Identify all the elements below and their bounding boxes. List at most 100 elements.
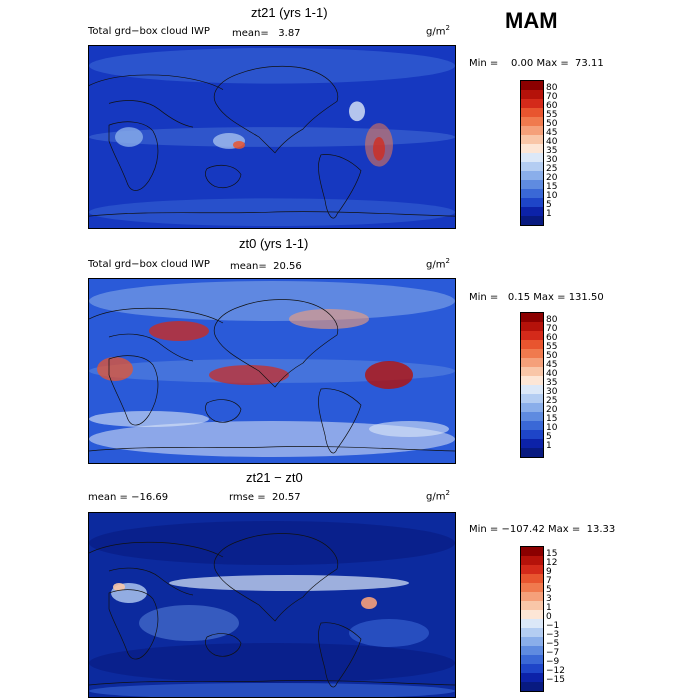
coastline [89, 211, 455, 217]
colorbar-tick-label: 1 [546, 441, 552, 451]
field-blob [349, 619, 429, 647]
colorbar-cell [521, 207, 543, 216]
coastline [89, 680, 455, 686]
colorbar-tick-label: 0 [546, 612, 552, 622]
colorbar-tick-label: 10 [546, 191, 558, 201]
colorbar-cell [521, 135, 543, 144]
colorbar-cell [521, 331, 543, 340]
colorbar-tick-label: 50 [546, 351, 558, 361]
colorbar-tick-label: 1 [546, 209, 552, 219]
coastline [205, 633, 242, 657]
colorbar-tick-label: −1 [546, 621, 560, 631]
coastline [318, 388, 362, 454]
colorbar-cell [521, 216, 543, 225]
field-blob [89, 683, 455, 697]
field-blob [365, 361, 413, 389]
colorbar-cell [521, 673, 543, 682]
colorbar-cell [521, 162, 543, 171]
panel-1-minmax: Min = 0.00 Max = 73.11 [469, 58, 604, 69]
colorbar-tick-label: −7 [546, 648, 560, 658]
map-field [89, 513, 455, 697]
colorbar-tick-label: 5 [546, 200, 552, 210]
colorbar-cell [521, 592, 543, 601]
colorbar-tick-label: −12 [546, 666, 565, 676]
colorbar-tick-label: 50 [546, 119, 558, 129]
panel-1-title: zt21 (yrs 1-1) [251, 5, 328, 20]
colorbar-tick-label: 40 [546, 137, 558, 147]
colorbar-cell [521, 99, 543, 108]
colorbar-tick-label: 55 [546, 110, 558, 120]
colorbar-cell [521, 583, 543, 592]
colorbar-tick-label: 30 [546, 155, 558, 165]
colorbar-cell [521, 180, 543, 189]
colorbar-cell [521, 565, 543, 574]
colorbar-cell [521, 619, 543, 628]
field-blob [373, 137, 385, 161]
colorbar-cell [521, 574, 543, 583]
coastline [108, 355, 159, 426]
colorbar-cell [521, 664, 543, 673]
coastline [89, 74, 224, 128]
colorbar-cell [521, 556, 543, 565]
colorbar-tick-label: 25 [546, 164, 558, 174]
panel-3-title: zt21 − zt0 [246, 470, 303, 485]
coastline [205, 399, 242, 423]
coastline [318, 154, 362, 219]
colorbar-tick-label: 7 [546, 576, 552, 586]
field-blob [113, 583, 125, 591]
field-blob [89, 643, 455, 683]
field-blob [139, 605, 239, 641]
panel-3-colorbar [520, 546, 544, 692]
panel-2-colorbar [520, 312, 544, 458]
colorbar-tick-label: 70 [546, 92, 558, 102]
colorbar-tick-label: 9 [546, 567, 552, 577]
colorbar-cell [521, 322, 543, 331]
panel-2-map [88, 278, 456, 464]
field-blob [169, 575, 409, 591]
panel-3-minmax: Min = −107.42 Max = 13.33 [469, 524, 616, 535]
colorbar-cell [521, 153, 543, 162]
colorbar-cell [521, 448, 543, 457]
colorbar-cell [521, 430, 543, 439]
season-label: MAM [505, 8, 558, 33]
colorbar-cell [521, 601, 543, 610]
colorbar-tick-label: 55 [546, 342, 558, 352]
colorbar-tick-label: 60 [546, 101, 558, 111]
field-blob [89, 127, 455, 147]
field-blob [209, 365, 289, 385]
colorbar-cell [521, 189, 543, 198]
panel-2-mean: mean= 20.56 [230, 261, 302, 272]
colorbar-cell [521, 81, 543, 90]
panel-2-variable-label: Total grd−box cloud IWP [88, 259, 210, 270]
colorbar-cell [521, 376, 543, 385]
colorbar-cell [521, 682, 543, 691]
panel-3-mean: mean = −16.69 [88, 492, 169, 503]
colorbar-tick-label: 20 [546, 173, 558, 183]
coastline [213, 65, 339, 154]
colorbar-cell [521, 610, 543, 619]
colorbar-cell [521, 439, 543, 448]
field-blob [369, 421, 449, 437]
panel-2-title: zt0 (yrs 1-1) [239, 236, 309, 251]
colorbar-cell [521, 403, 543, 412]
colorbar-cell [521, 171, 543, 180]
colorbar-cell [521, 412, 543, 421]
colorbar-cell [521, 547, 543, 556]
colorbar-cell [521, 385, 543, 394]
panel-1-units: g/m2 [426, 24, 450, 38]
panel-2-units: g/m2 [426, 257, 450, 271]
colorbar-tick-label: 15 [546, 549, 558, 559]
colorbar-cell [521, 394, 543, 403]
field-blob [361, 597, 377, 609]
colorbar-tick-label: 5 [546, 585, 552, 595]
colorbar-cell [521, 367, 543, 376]
colorbar-tick-label: 80 [546, 83, 558, 93]
colorbar-cell [521, 646, 543, 655]
field-blob [97, 357, 133, 381]
panel-2-minmax: Min = 0.15 Max = 131.50 [469, 292, 604, 303]
colorbar-cell [521, 144, 543, 153]
panel-1-mean: mean= 3.87 [232, 28, 301, 39]
colorbar-cell [521, 349, 543, 358]
colorbar-tick-label: 45 [546, 360, 558, 370]
field-blob [89, 47, 455, 84]
